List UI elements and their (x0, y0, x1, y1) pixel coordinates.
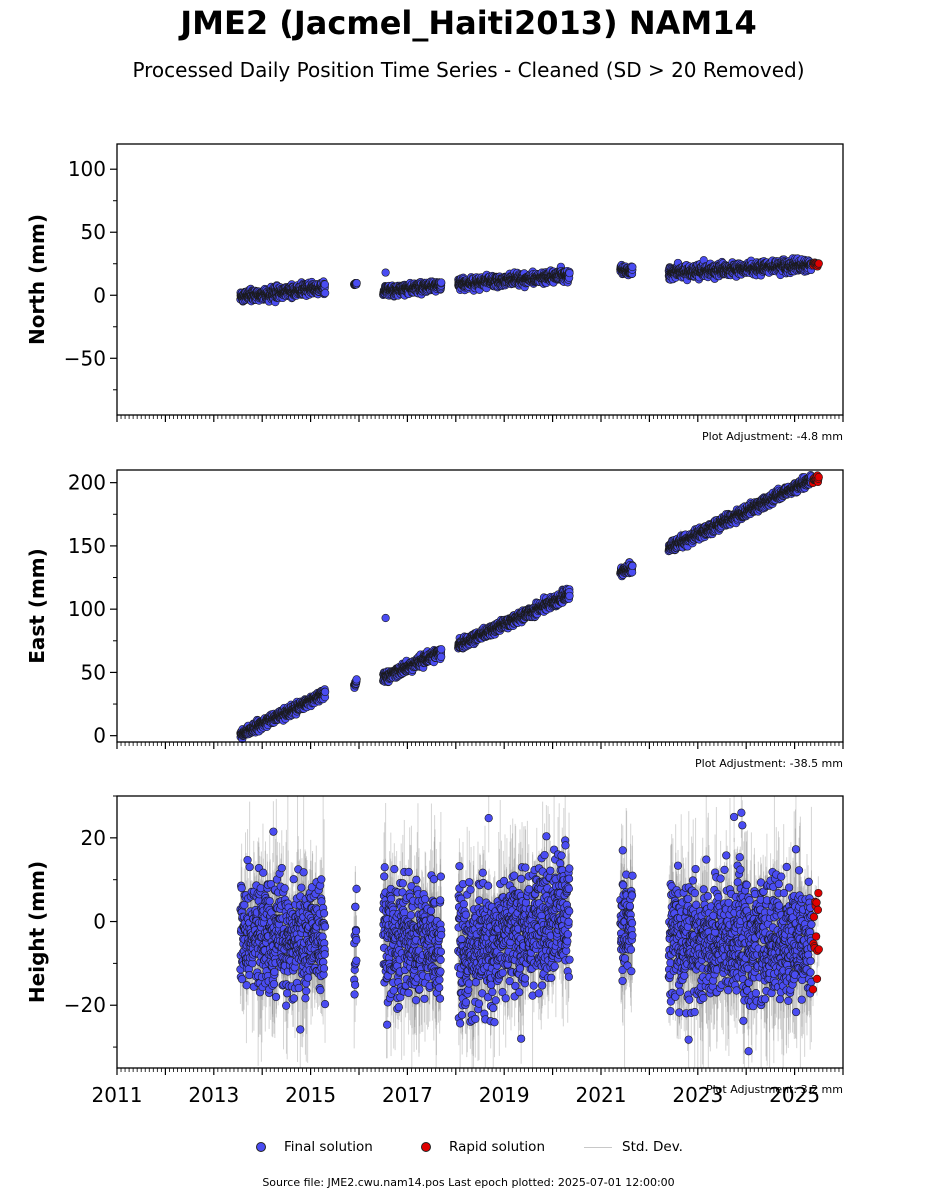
final-solution-point (321, 288, 330, 298)
final-solution-point (437, 278, 446, 287)
final-solution-point (320, 280, 330, 289)
chart-subtitle: Processed Daily Position Time Series - C… (132, 58, 805, 82)
chart-title: JME2 (Jacmel_Haiti2013) NAM14 (180, 4, 757, 42)
final-solution-point (352, 278, 361, 288)
final-solution-point (628, 262, 637, 272)
final-solution-point (565, 268, 574, 278)
